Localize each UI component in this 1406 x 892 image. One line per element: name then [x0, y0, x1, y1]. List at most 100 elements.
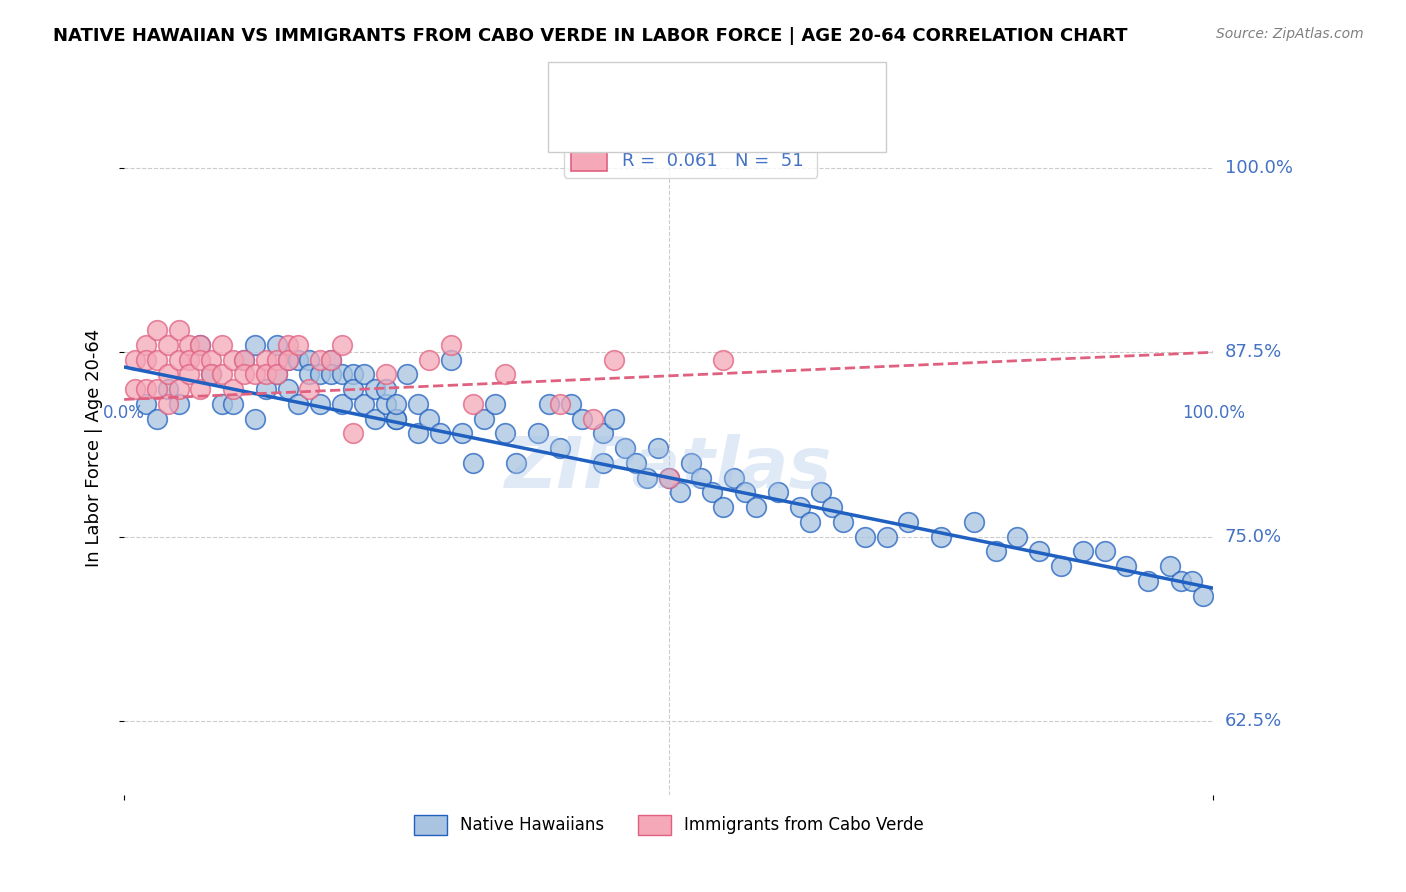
Point [146, 382, 169, 396]
Point [702, 485, 724, 500]
Point [1071, 544, 1094, 558]
Point [484, 397, 506, 411]
Point [658, 470, 681, 484]
Point [222, 352, 245, 367]
Point [624, 456, 647, 470]
Text: NATIVE HAWAIIAN VS IMMIGRANTS FROM CABO VERDE IN LABOR FORCE | AGE 20-64 CORRELA: NATIVE HAWAIIAN VS IMMIGRANTS FROM CABO … [53, 27, 1128, 45]
Point [592, 426, 614, 441]
Point [1007, 530, 1029, 544]
Point [156, 397, 179, 411]
Point [319, 352, 342, 367]
Point [254, 352, 277, 367]
Point [190, 338, 212, 352]
Text: 62.5%: 62.5% [1225, 712, 1282, 730]
Point [385, 411, 408, 425]
Point [124, 382, 146, 396]
Point [472, 411, 495, 425]
Point [233, 352, 256, 367]
Point [179, 338, 201, 352]
Point [876, 530, 898, 544]
Point [190, 382, 212, 396]
Point [233, 352, 256, 367]
Point [309, 352, 332, 367]
Point [548, 441, 571, 455]
Point [429, 426, 451, 441]
Legend: Native Hawaiians, Immigrants from Cabo Verde: Native Hawaiians, Immigrants from Cabo V… [406, 808, 931, 842]
Point [658, 470, 681, 484]
Point [385, 411, 408, 425]
Point [711, 500, 734, 515]
Point [167, 382, 190, 396]
Point [603, 411, 626, 425]
Text: 75.0%: 75.0% [1225, 527, 1282, 546]
Point [799, 515, 821, 529]
Point [124, 352, 146, 367]
Point [505, 456, 527, 470]
Point [287, 338, 309, 352]
Point [1181, 574, 1204, 588]
Point [156, 382, 179, 396]
Point [723, 470, 745, 484]
Point [135, 338, 157, 352]
Point [266, 368, 288, 382]
Point [734, 485, 756, 500]
Point [330, 338, 353, 352]
Point [571, 411, 593, 425]
Point [1050, 559, 1073, 574]
Point [342, 426, 364, 441]
Point [821, 500, 844, 515]
Point [810, 485, 832, 500]
Point [929, 530, 952, 544]
Point [266, 338, 288, 352]
Point [353, 368, 375, 382]
Point [461, 397, 484, 411]
Point [211, 338, 233, 352]
Point [243, 338, 266, 352]
Text: ZIPatlas: ZIPatlas [505, 434, 832, 503]
Point [560, 397, 582, 411]
Point [146, 323, 169, 337]
Point [190, 352, 212, 367]
Point [766, 485, 789, 500]
Point [1159, 559, 1181, 574]
Point [897, 515, 920, 529]
Point [668, 485, 690, 500]
Point [494, 426, 516, 441]
Point [984, 544, 1007, 558]
Point [614, 441, 637, 455]
Point [440, 352, 463, 367]
Point [406, 397, 429, 411]
Point [853, 530, 876, 544]
Point [211, 368, 233, 382]
Point [1137, 574, 1160, 588]
Point [603, 352, 626, 367]
Point [200, 368, 222, 382]
Point [167, 397, 190, 411]
Point [156, 368, 179, 382]
Point [353, 397, 375, 411]
Point [461, 456, 484, 470]
Point [406, 426, 429, 441]
Point [277, 338, 299, 352]
Point [789, 500, 811, 515]
Point [190, 338, 212, 352]
Point [363, 382, 385, 396]
Point [243, 411, 266, 425]
Point [233, 368, 256, 382]
Point [179, 352, 201, 367]
Point [287, 397, 309, 411]
Point [200, 352, 222, 367]
Point [330, 397, 353, 411]
Point [287, 352, 309, 367]
Point [277, 352, 299, 367]
Point [179, 368, 201, 382]
Text: 100.0%: 100.0% [1182, 404, 1244, 423]
Point [581, 411, 603, 425]
Point [330, 368, 353, 382]
Point [243, 368, 266, 382]
Point [1028, 544, 1050, 558]
Text: 87.5%: 87.5% [1225, 343, 1282, 361]
Point [374, 368, 396, 382]
Point [418, 352, 440, 367]
Point [211, 397, 233, 411]
